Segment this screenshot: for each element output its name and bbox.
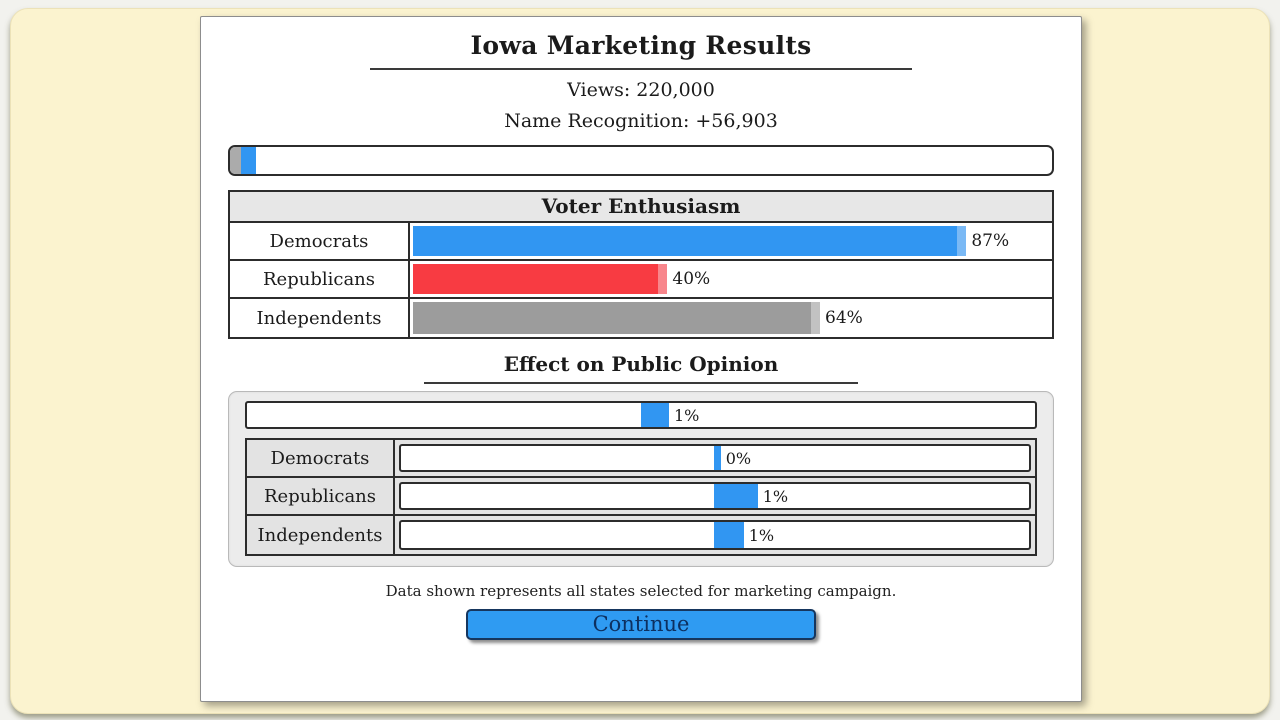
table-row: Republicans 40% [230,261,1052,299]
republicans-opinion-value: 1% [762,486,789,506]
table-row: Independents 1% [247,516,1035,554]
independents-enthusiasm-value: 64% [825,308,863,328]
row-label-democrats: Democrats [247,440,395,476]
progress-segment-blue [241,147,256,174]
row-label-democrats: Democrats [230,223,410,259]
progress-segment-gray [230,147,241,174]
row-label-republicans: Republicans [247,478,395,514]
overall-opinion-bar: 1% [245,401,1037,429]
name-recognition-progress-bar [228,145,1054,176]
bar-spacer [401,522,714,548]
opinion-panel: 1% Democrats 0% Republicans [228,391,1054,567]
independents-opinion-bar: 1% [399,520,1031,550]
continue-button[interactable]: Continue [466,609,816,640]
marketing-results-dialog: Iowa Marketing Results Views: 220,000 Na… [200,16,1082,702]
row-label-independents: Independents [230,299,410,337]
table-row: Democrats 0% [247,440,1035,478]
bar-spacer [247,403,641,427]
democrats-opinion-marker [713,446,721,470]
dialog-title: Iowa Marketing Results [370,31,912,70]
republicans-bar-fill [413,264,668,294]
democrats-opinion-value: 0% [725,448,752,468]
overall-opinion-marker [641,403,669,427]
table-row: Democrats 87% [230,223,1052,261]
independents-opinion-marker [713,522,744,548]
table-row: Independents 64% [230,299,1052,337]
bar-fill-tip [658,264,668,294]
footer-note: Data shown represents all states selecte… [385,582,897,600]
independents-enthusiasm-bar: 64% [410,299,1052,337]
voter-enthusiasm-table: Voter Enthusiasm Democrats 87% Republica… [228,190,1054,339]
republicans-enthusiasm-value: 40% [672,269,711,289]
democrats-opinion-cell: 0% [395,440,1035,476]
overall-opinion-value: 1% [674,405,700,425]
republicans-opinion-cell: 1% [395,478,1035,514]
views-stat: Views: 220,000 [567,79,715,101]
bar-spacer [401,446,714,470]
row-label-independents: Independents [247,516,395,554]
opinion-table: Democrats 0% Republicans 1% [245,438,1037,556]
bar-fill-tip [957,226,967,256]
independents-opinion-cell: 1% [395,516,1035,554]
bar-spacer [401,484,714,508]
row-label-republicans: Republicans [230,261,410,297]
table-row: Republicans 1% [247,478,1035,516]
independents-opinion-value: 1% [748,525,775,545]
bar-fill-tip [811,302,821,334]
democrats-enthusiasm-value: 87% [971,231,1010,251]
democrats-opinion-bar: 0% [399,444,1031,472]
democrats-enthusiasm-bar: 87% [410,223,1052,259]
democrats-bar-fill [413,226,967,256]
republicans-opinion-marker [713,484,758,508]
republicans-enthusiasm-bar: 40% [410,261,1052,297]
opinion-section-title: Effect on Public Opinion [423,352,859,384]
voter-enthusiasm-header: Voter Enthusiasm [230,192,1052,223]
name-recognition-stat: Name Recognition: +56,903 [504,110,778,132]
republicans-opinion-bar: 1% [399,482,1031,510]
independents-bar-fill [413,302,821,334]
